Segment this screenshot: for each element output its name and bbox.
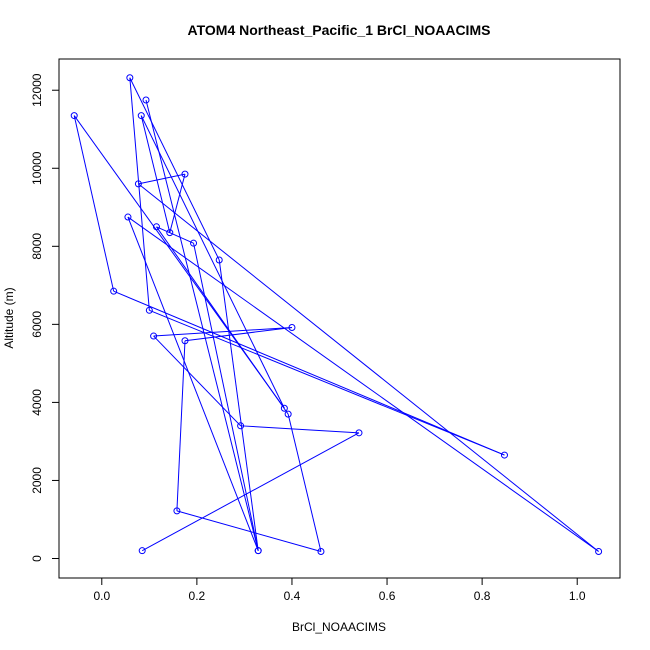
data-point — [152, 223, 160, 231]
series-line-segment — [127, 216, 259, 551]
data-point — [215, 256, 223, 264]
series-line-segment — [127, 216, 599, 552]
series-layer — [70, 74, 603, 555]
series-line-segment — [149, 309, 505, 456]
series-line-segment — [129, 77, 220, 261]
series-line-segment — [138, 173, 186, 185]
data-point — [317, 547, 325, 555]
data-point — [280, 404, 288, 412]
y-tick-label: 10000 — [30, 151, 44, 185]
series-line-segment — [140, 115, 171, 233]
data-point — [150, 332, 158, 340]
data-point — [126, 74, 134, 82]
data-point — [137, 112, 145, 120]
y-axis-label: Altitude (m) — [2, 287, 16, 348]
series-line-segment — [240, 425, 360, 434]
y-tick-label: 4000 — [30, 389, 44, 416]
data-point — [254, 547, 262, 555]
data-point — [145, 306, 153, 314]
x-axis-label: BrCl_NOAACIMS — [292, 620, 386, 634]
data-point — [166, 229, 174, 237]
y-tick-label: 8000 — [30, 233, 44, 260]
x-tick-label: 0.8 — [474, 589, 491, 603]
series-line-segment — [218, 259, 259, 551]
chart-title: ATOM4 Northeast_Pacific_1 BrCl_NOAACIMS — [188, 22, 491, 38]
data-point — [284, 410, 292, 418]
series-line-segment — [153, 326, 292, 337]
series-line-segment — [140, 115, 285, 409]
series-line-segment — [113, 290, 505, 456]
y-axis: 0 2000 4000 6000 8000 10000 12000 — [30, 73, 60, 562]
x-tick-label: 1.0 — [569, 589, 586, 603]
series-line-segment — [145, 99, 259, 551]
series-line-segment — [73, 115, 285, 409]
data-point — [138, 547, 146, 555]
data-point — [70, 112, 78, 120]
series-line-segment — [287, 413, 322, 552]
data-point — [181, 337, 189, 345]
data-point — [181, 170, 189, 178]
series-line-segment — [153, 335, 241, 427]
data-point — [142, 96, 150, 104]
series-line-segment — [193, 243, 259, 551]
data-point — [110, 287, 118, 295]
data-point — [355, 429, 363, 437]
x-tick-label: 0.6 — [379, 589, 396, 603]
data-point — [190, 239, 198, 247]
data-point — [595, 547, 603, 555]
y-tick-label: 2000 — [30, 467, 44, 494]
x-tick-label: 0.0 — [93, 589, 110, 603]
series-line-segment — [156, 226, 194, 244]
data-point — [134, 180, 142, 188]
series-line-segment — [129, 77, 150, 311]
plot-area — [58, 58, 621, 579]
data-point — [173, 507, 181, 515]
y-tick-label: 6000 — [30, 311, 44, 338]
data-point — [124, 213, 132, 221]
x-tick-label: 0.4 — [284, 589, 301, 603]
y-tick-label: 0 — [30, 555, 44, 562]
series-line-segment — [184, 326, 293, 342]
series-line-segment — [176, 510, 322, 552]
data-point — [500, 451, 508, 459]
data-point — [288, 323, 296, 331]
series-line-segment — [176, 340, 186, 511]
series-line-segment — [138, 183, 599, 552]
series-line-segment — [169, 173, 186, 233]
x-axis: 0.0 0.2 0.4 0.6 0.8 1.0 — [93, 577, 586, 603]
y-tick-label: 12000 — [30, 73, 44, 107]
series-line-segment — [73, 115, 115, 292]
x-tick-label: 0.2 — [189, 589, 206, 603]
data-point — [237, 422, 245, 430]
